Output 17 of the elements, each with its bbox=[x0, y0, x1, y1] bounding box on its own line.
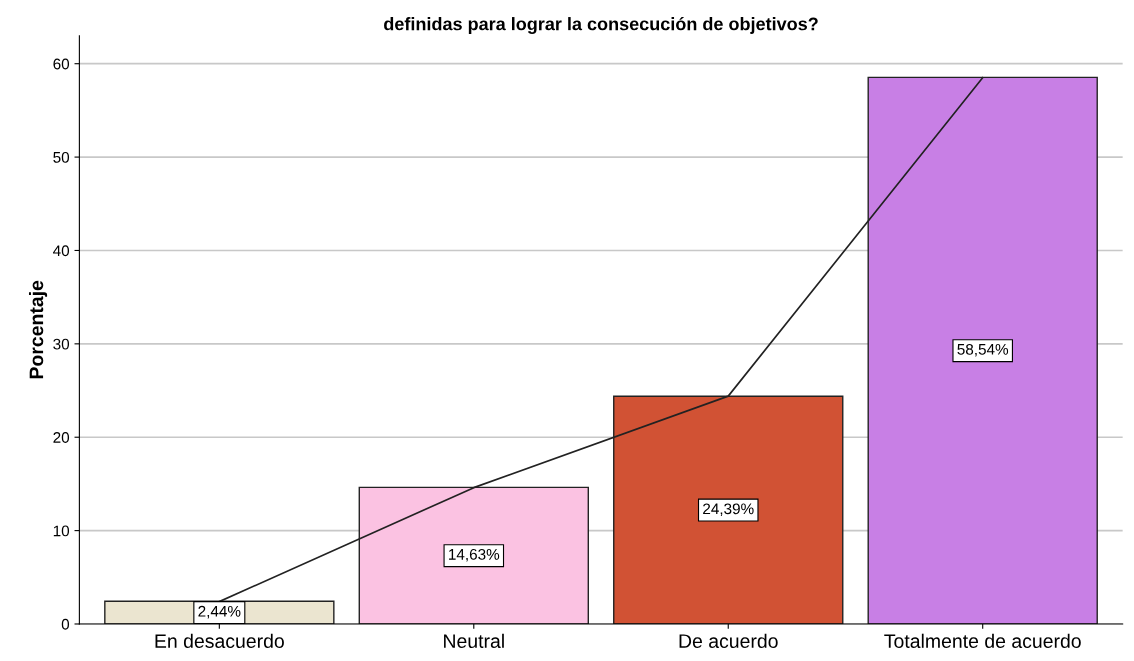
y-tick-label: 0 bbox=[61, 618, 70, 630]
y-tick-label: 30 bbox=[53, 338, 70, 350]
y-tick-label: 10 bbox=[53, 525, 70, 537]
x-tick-label: En desacuerdo bbox=[155, 633, 284, 648]
chart-title: definidas para lograr la consecución de objetivos? bbox=[384, 16, 818, 34]
x-tick-label: Neutral bbox=[444, 633, 504, 648]
data-label: 58,54% bbox=[957, 343, 1009, 357]
y-tick-label: 40 bbox=[53, 245, 70, 257]
y-tick-label: 20 bbox=[53, 432, 70, 443]
data-label: 14,63% bbox=[449, 548, 500, 562]
x-tick-label: Totalmente de acuerdo bbox=[884, 633, 1081, 648]
data-label: 24,39% bbox=[703, 503, 754, 517]
y-axis-title: Porcentaje bbox=[28, 280, 48, 379]
y-tick-label: 60 bbox=[53, 58, 70, 70]
data-label: 2,44% bbox=[198, 605, 241, 619]
x-tick-label: De acuerdo bbox=[679, 633, 778, 648]
y-tick-label: 50 bbox=[53, 151, 70, 163]
